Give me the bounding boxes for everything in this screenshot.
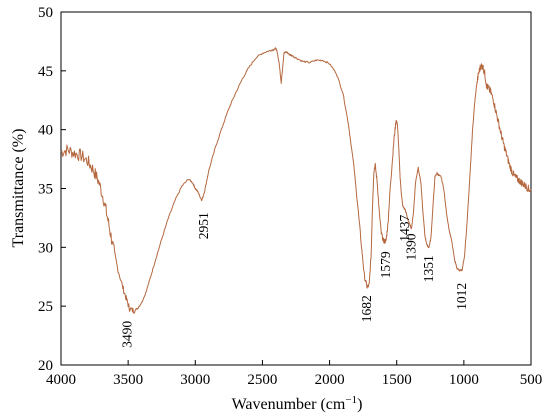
peak-label: 1351 [421, 255, 436, 282]
x-tick-label: 3500 [113, 372, 143, 388]
peak-label: 3490 [120, 321, 135, 348]
x-tick-label: 4000 [46, 372, 76, 388]
peak-label: 1682 [359, 295, 374, 322]
x-tick-label: 500 [520, 372, 543, 388]
x-tick-label: 3000 [180, 372, 210, 388]
x-axis-title-superscript: −1 [345, 394, 357, 406]
x-axis-title: Wavenumber (cm−1) [232, 394, 363, 413]
y-tick-label: 40 [38, 123, 53, 139]
x-axis-title-text: Wavenumber (cm [232, 396, 346, 413]
y-tick-label: 20 [38, 358, 53, 374]
plot-frame [60, 11, 532, 366]
spectrum-line [60, 47, 532, 314]
y-tick-label: 30 [38, 240, 53, 256]
y-tick-label: 45 [38, 64, 53, 80]
x-axis-ticks: 4000 3500 3000 2500 2000 1500 1000 500 [46, 360, 542, 388]
y-axis-ticks: 20 25 30 35 40 45 50 [38, 5, 66, 374]
y-tick-label: 50 [38, 5, 53, 21]
peak-label: 2951 [196, 212, 211, 239]
y-tick-label: 25 [38, 299, 53, 315]
x-tick-label: 1500 [382, 372, 412, 388]
peak-label: 1437 [397, 214, 412, 241]
series-layer [60, 47, 532, 314]
peak-label: 1390 [404, 233, 419, 260]
x-axis-title-close: ) [357, 396, 362, 413]
y-tick-label: 35 [38, 182, 53, 198]
y-axis-title: Transmittance (%) [10, 129, 27, 248]
plot-border [60, 11, 532, 366]
peak-label: 1012 [454, 283, 469, 310]
x-tick-label: 1000 [449, 372, 479, 388]
x-tick-label: 2000 [315, 372, 345, 388]
peak-label: 1579 [378, 251, 393, 278]
x-tick-label: 2500 [247, 372, 277, 388]
